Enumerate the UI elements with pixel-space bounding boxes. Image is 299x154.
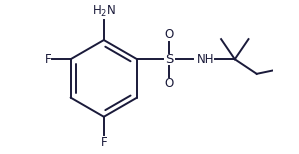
Text: H$_2$N: H$_2$N: [92, 4, 116, 19]
Text: S: S: [165, 53, 173, 66]
Text: NH: NH: [196, 53, 214, 66]
Text: O: O: [164, 28, 174, 41]
Text: F: F: [45, 53, 51, 66]
Text: F: F: [100, 136, 107, 149]
Text: O: O: [164, 77, 174, 91]
